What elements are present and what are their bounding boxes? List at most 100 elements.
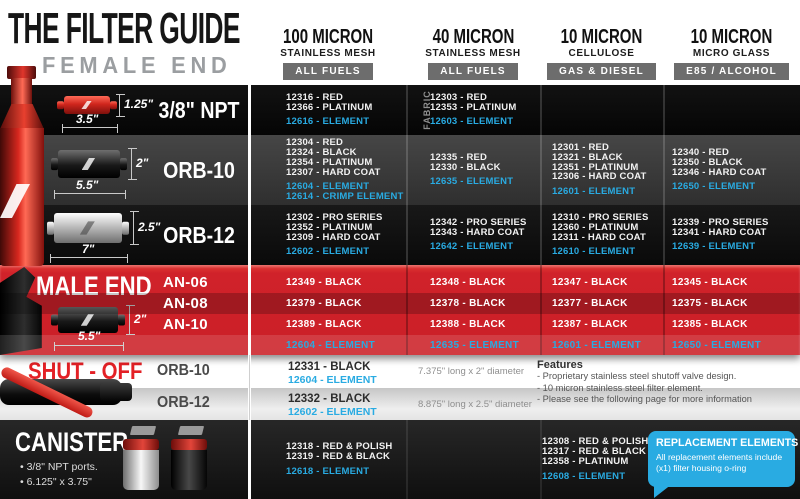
parts-cell: 12301 - RED 12321 - BLACK 12351 - PLATINUM… — [540, 135, 663, 205]
media-type: MICRO GLASS — [692, 48, 771, 59]
media-type: STAINLESS MESH — [280, 48, 376, 59]
shutoff-valve-photo — [0, 355, 140, 420]
parts-cell: 12304 - RED 12324 - BLACK 12354 - PLATINUM… — [250, 135, 406, 205]
part-number: 12350 - BLACK — [672, 156, 743, 168]
male-row-an08: AN-08 12379 - BLACK 12378 - BLACK 12377 … — [0, 293, 800, 314]
part-number: 12331 - BLACK — [288, 361, 371, 373]
fuel-badge: GAS & DIESEL — [547, 63, 656, 80]
bottle-cap — [7, 66, 36, 79]
row-label-an08: AN-08 — [163, 295, 208, 312]
male-row-an06: AN-06 12349 - BLACK 12348 - BLACK 12347 … — [0, 272, 800, 293]
part-number: 12360 - PLATINUM — [552, 221, 639, 233]
callout-title: REPLACEMENT ELEMENTS — [656, 437, 799, 449]
element-part-number: 12618 - ELEMENT — [286, 465, 370, 477]
row-label-an06: AN-06 — [163, 274, 208, 291]
red-filter-photo — [0, 66, 48, 266]
column-divider — [540, 85, 542, 135]
part-number: 12330 - BLACK — [430, 161, 501, 173]
element-list: 12616 - ELEMENT — [286, 117, 406, 127]
parts-cell: 12303 - RED 12353 - PLATINUM 12603 - ELEM… — [406, 85, 540, 135]
micron-rating: 10 MICRON — [560, 26, 643, 48]
part-number: 12321 - BLACK — [552, 151, 623, 163]
media-type: STAINLESS MESH — [425, 48, 521, 59]
part-number: 12307 - HARD COAT — [286, 166, 381, 178]
element-part-number: 12650 - ELEMENT — [672, 181, 756, 193]
replacement-elements-callout: REPLACEMENT ELEMENTS All replacement ele… — [648, 431, 799, 498]
canister-photo-polish — [122, 426, 162, 492]
features-block: Features - Proprietary stainless steel s… — [537, 359, 795, 406]
male-row-an10: AN-10 12389 - BLACK 12388 - BLACK 12387 … — [0, 314, 800, 335]
element-part-number: 12642 - ELEMENT — [430, 241, 514, 253]
column-header-40-micron: 40 MICRON STAINLESS MESH ALL FUELS — [406, 20, 540, 80]
aeromotive-logo-mark — [81, 157, 96, 171]
element-part-number: 12604 - ELEMENT — [286, 181, 370, 193]
dimension-label: 2" — [134, 312, 147, 326]
female-end-subtitle: FEMALE END — [42, 52, 232, 78]
column-divider — [406, 420, 408, 499]
dimension-line — [54, 190, 126, 199]
mini-filter-graphic — [58, 307, 118, 333]
part-number: 12303 - RED — [430, 91, 488, 103]
part-number: 12378 - BLACK — [430, 298, 506, 309]
parts-cell: 12342 - PRO SERIES 12343 - HARD COAT 1264… — [406, 205, 540, 265]
element-part-number: 12616 - ELEMENT — [286, 116, 370, 128]
part-number: 12340 - RED — [672, 146, 730, 158]
bottle-shoulder — [0, 104, 44, 129]
element-part-number: 12603 - ELEMENT — [430, 116, 514, 128]
dimension-label: 2" — [136, 156, 149, 170]
row-orb12: 2.5" 7" ORB-12 12302 - PRO SERIES 12352 -… — [0, 205, 800, 265]
canister-section: CANISTER • 3/8" NPT ports. • 6.125" x 3.7… — [0, 420, 800, 499]
part-number: 12351 - PLATINUM — [552, 161, 639, 173]
canister-spec-bullet: • 3/8" NPT ports. — [20, 461, 98, 473]
part-number: 12339 - PRO SERIES — [672, 216, 769, 228]
parts-cell: 12310 - PRO SERIES 12360 - PLATINUM 12311 … — [540, 205, 663, 265]
column-header-10-micron-cellulose: 10 MICRON CELLULOSE GAS & DIESEL — [540, 20, 663, 80]
element-part-number: 12601 - ELEMENT — [552, 186, 636, 198]
callout-body: All replacement elements include (x1) fi… — [656, 452, 783, 473]
feature-item: - 10 micron stainless steel filter eleme… — [537, 382, 703, 393]
features-list: - Proprietary stainless steel shutoff va… — [537, 371, 795, 406]
part-list: 12303 - RED 12353 - PLATINUM — [430, 91, 540, 113]
dimension-label: 1.25" — [124, 97, 154, 111]
aeromotive-logo-mark — [79, 221, 95, 235]
canister-photo-black — [170, 426, 210, 492]
part-number: 12341 - HARD COAT — [672, 226, 767, 238]
column-divider — [663, 265, 665, 355]
part-number: 12342 - PRO SERIES — [430, 216, 527, 228]
column-divider — [540, 420, 542, 499]
part-list: 12301 - RED 12321 - BLACK 12351 - PLATINUM… — [552, 143, 663, 182]
element-list: 12610 - ELEMENT — [552, 247, 663, 257]
features-title: Features — [537, 359, 583, 371]
canister-body — [171, 450, 207, 490]
column-divider — [406, 85, 408, 135]
part-number: 12345 - BLACK — [672, 277, 748, 288]
part-list: 12318 - RED & POLISH 12319 - RED & BLACK — [286, 442, 406, 462]
page-title: THE FILTER GUIDE — [8, 4, 241, 53]
part-list: 12310 - PRO SERIES 12360 - PLATINUM 12311 … — [552, 213, 663, 242]
part-number: 12304 - RED — [286, 137, 344, 149]
main-separator — [248, 85, 251, 499]
feature-item: - Proprietary stainless steel shutoff va… — [537, 371, 737, 381]
element-part-number: 12602 - ELEMENT — [286, 246, 370, 258]
part-number: 12335 - RED — [430, 151, 488, 163]
row-label-38npt: 3/8" NPT — [158, 96, 240, 123]
part-number: 12309 - HARD COAT — [286, 231, 381, 243]
part-number: 12308 - RED & POLISH — [542, 436, 649, 448]
column-divider — [663, 135, 665, 205]
part-number: 12348 - BLACK — [430, 277, 506, 288]
element-part-number: 12601 - ELEMENT — [552, 339, 641, 351]
part-number: 12385 - BLACK — [672, 319, 748, 330]
element-list: 12639 - ELEMENT — [672, 242, 800, 252]
part-number: 12306 - HARD COAT — [552, 171, 647, 183]
part-list: 12316 - RED 12366 - PLATINUM — [286, 92, 406, 113]
part-number: 12354 - PLATINUM — [286, 156, 373, 168]
element-part-number: 12635 - ELEMENT — [430, 176, 514, 188]
part-number: 12324 - BLACK — [286, 146, 357, 158]
part-list: 12308 - RED & POLISH 12317 - RED & BLACK 1… — [542, 437, 663, 466]
parts-cell: 12339 - PRO SERIES 12341 - HARD COAT 1263… — [663, 205, 800, 265]
dimension-label: 7" — [82, 242, 95, 256]
part-number: 12311 - HARD COAT — [552, 231, 647, 243]
part-number: 12388 - BLACK — [430, 319, 506, 330]
column-divider — [663, 205, 665, 265]
